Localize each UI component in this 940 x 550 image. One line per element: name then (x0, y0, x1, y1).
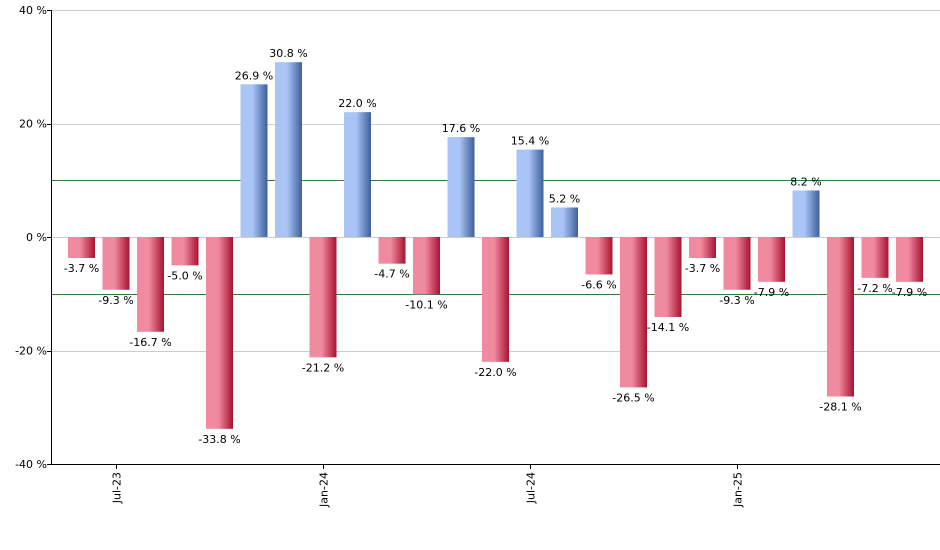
x-tick-label: Jul-24 (525, 472, 538, 504)
bar-value-label: -9.3 % (719, 294, 754, 307)
bar-value-label: 8.2 % (790, 175, 821, 188)
bar-value-label: 15.4 % (511, 135, 549, 148)
bar (861, 237, 889, 278)
bar-value-label: 30.8 % (269, 47, 307, 60)
bar (827, 237, 854, 397)
y-tick-label: 0 % (26, 231, 47, 244)
bar (447, 137, 475, 237)
bar-value-label: -21.2 % (302, 361, 344, 374)
bars (68, 62, 923, 429)
bar (620, 237, 647, 388)
bar-value-label: -33.8 % (198, 433, 240, 446)
bar (68, 237, 95, 258)
y-tick-label: -20 % (15, 345, 47, 358)
x-tick-label: Jan-24 (318, 472, 331, 508)
bar (654, 237, 682, 318)
bar-value-label: -9.3 % (98, 294, 133, 307)
bar-value-label: -7.9 % (754, 286, 789, 299)
bar (378, 237, 406, 264)
axes: 40 % 20 % 0 % -20 % -40 % Jul-23 Jan-24 Jul-24 J… (15, 4, 940, 508)
x-tick-label: Jan-25 (732, 472, 745, 508)
bar-value-label: 5.2 % (549, 192, 580, 205)
bar (206, 237, 233, 429)
bar (792, 190, 820, 237)
bar-value-label: -7.9 % (892, 286, 927, 299)
bar (137, 237, 164, 332)
bar (102, 237, 130, 290)
bar-value-label: -16.7 % (129, 336, 171, 349)
bar (344, 112, 371, 237)
y-tick-label: -40 % (15, 458, 47, 471)
bar-value-label: -3.7 % (685, 262, 720, 275)
bar (482, 237, 509, 362)
bar-value-label: -4.7 % (374, 268, 409, 281)
bar (585, 237, 613, 275)
bar (171, 237, 199, 266)
bar-value-label: -5.0 % (167, 269, 202, 282)
bar-value-label: -10.1 % (405, 298, 447, 311)
y-tick-label: 40 % (19, 4, 47, 17)
bar (516, 149, 544, 237)
bar (896, 237, 923, 282)
bar-value-label: 17.6 % (442, 122, 480, 135)
bar-value-label: 22.0 % (338, 97, 376, 110)
bar (309, 237, 337, 358)
x-tick-label: Jul-23 (111, 472, 124, 504)
bar-value-label: 26.9 % (235, 69, 273, 82)
bar (723, 237, 751, 290)
bar (758, 237, 785, 282)
bar-value-label: -6.6 % (581, 278, 616, 291)
y-tick-label: 20 % (19, 118, 47, 131)
bar (551, 207, 578, 237)
bar-value-label: -26.5 % (612, 391, 654, 404)
bar-value-label: -3.7 % (64, 262, 99, 275)
bar (689, 237, 716, 258)
bar (413, 237, 440, 295)
bar-value-label: -22.0 % (474, 366, 516, 379)
bar (240, 84, 268, 237)
bar-value-label: -7.2 % (857, 282, 892, 295)
bar-value-labels: -3.7 % -9.3 % -16.7 % -5.0 % -33.8 % 26.9 % 30… (64, 47, 927, 446)
bar-value-label: -28.1 % (819, 400, 861, 413)
bar (275, 62, 302, 238)
bar-value-label: -14.1 % (647, 321, 689, 334)
